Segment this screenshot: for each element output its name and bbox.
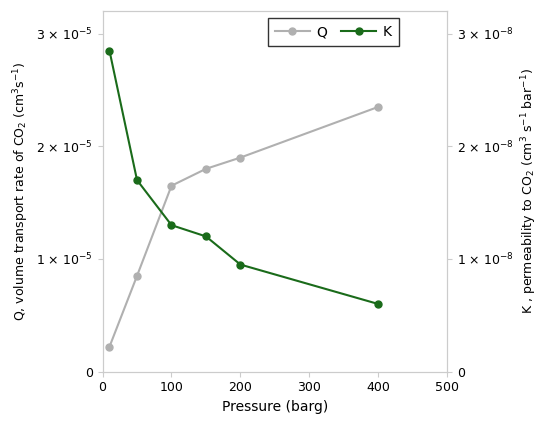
K <box>202 234 209 239</box>
Y-axis label: K , permeability to CO$_2$ (cm$^3$ s$^{-1}$ bar$^{-1}$): K , permeability to CO$_2$ (cm$^3$ s$^{-… <box>519 68 539 314</box>
X-axis label: Pressure (barg): Pressure (barg) <box>222 400 328 414</box>
K <box>375 301 382 306</box>
Q <box>375 104 382 109</box>
K <box>237 262 244 267</box>
K <box>106 48 113 53</box>
Line: K: K <box>106 47 382 308</box>
Y-axis label: Q, volume transport rate of CO$_2$ (cm$^3$s$^{-1}$): Q, volume transport rate of CO$_2$ (cm$^… <box>11 62 31 321</box>
K <box>134 178 140 183</box>
Q <box>237 155 244 160</box>
Q <box>202 166 209 171</box>
Line: Q: Q <box>106 103 382 350</box>
K <box>168 223 175 228</box>
Legend: Q, K: Q, K <box>268 18 399 46</box>
Q <box>106 344 113 349</box>
Q <box>168 183 175 188</box>
Q <box>134 273 140 278</box>
